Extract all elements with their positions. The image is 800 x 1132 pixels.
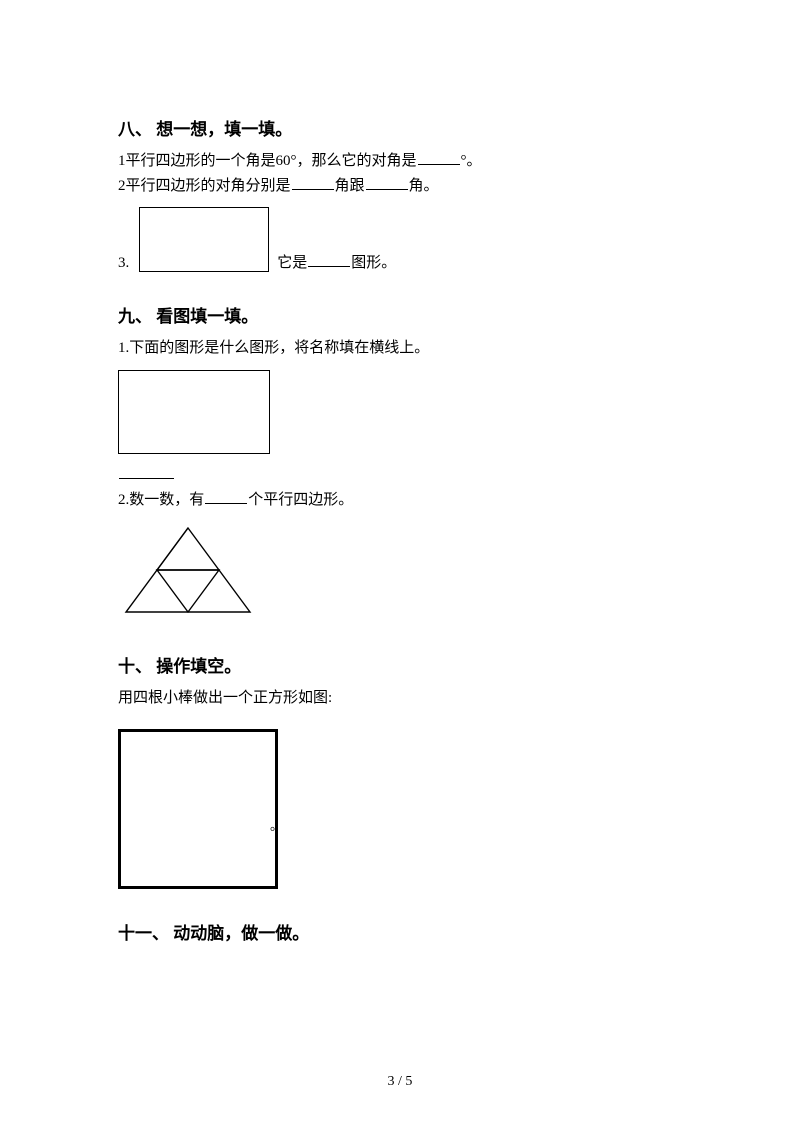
section-8-heading: 八、 想一想，填一填。 xyxy=(118,115,682,140)
blank xyxy=(418,150,460,165)
s8-q3-tail: 它是 图形。 xyxy=(277,251,396,272)
section-11-heading: 十一、 动动脑，做一做。 xyxy=(118,919,682,944)
s8-q1-text-a: 1平行四边形的一个角是60°，那么它的对角是 xyxy=(118,153,417,169)
section-10-heading: 十、 操作填空。 xyxy=(118,652,682,677)
triangle-svg xyxy=(118,522,258,617)
triangle-figure xyxy=(118,522,682,622)
s9-q2-b: 个平行四边形。 xyxy=(248,492,353,508)
s8-q2: 2平行四边形的对角分别是 角跟 角。 xyxy=(118,175,682,198)
section-9-heading: 九、 看图填一填。 xyxy=(118,302,682,327)
s8-q3-row: 3. 它是 图形。 xyxy=(118,207,682,272)
blank xyxy=(366,175,408,190)
s9-q1: 1.下面的图形是什么图形，将名称填在横线上。 xyxy=(118,337,682,360)
s8-q3-a: 它是 xyxy=(277,255,307,271)
s9-q2: 2.数一数，有 个平行四边形。 xyxy=(118,489,682,512)
s8-q1-text-b: °。 xyxy=(461,153,482,169)
s9-q1-blank-line xyxy=(118,464,682,487)
rectangle-small xyxy=(139,207,269,272)
s8-q3-b: 图形。 xyxy=(351,255,396,271)
s8-q1: 1平行四边形的一个角是60°，那么它的对角是 °。 xyxy=(118,150,682,173)
s8-q2-text-a: 2平行四边形的对角分别是 xyxy=(118,178,291,194)
blank xyxy=(292,175,334,190)
page-footer: 3 / 5 xyxy=(0,1074,800,1090)
s8-q3-num: 3. xyxy=(118,255,129,272)
triangle-inner-mid xyxy=(157,570,219,612)
s9-q2-a: 2.数一数，有 xyxy=(118,492,204,508)
s10-q: 用四根小棒做出一个正方形如图: xyxy=(118,687,682,710)
blank xyxy=(119,464,174,479)
s8-q2-text-b: 角。 xyxy=(409,178,439,194)
square-dot: 。 xyxy=(270,815,283,834)
s8-q2-mid: 角跟 xyxy=(335,178,365,194)
triangle-inner-top xyxy=(157,528,219,570)
square-big: 。 xyxy=(118,729,278,889)
rectangle-medium xyxy=(118,370,270,454)
blank xyxy=(205,489,247,504)
blank xyxy=(308,252,350,267)
